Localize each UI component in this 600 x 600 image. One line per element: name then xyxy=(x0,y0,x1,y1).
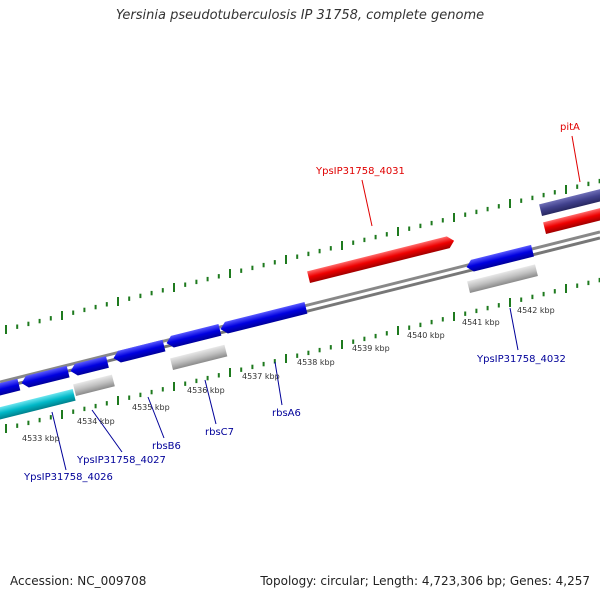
gene-label-ypsip31758-4026[interactable]: YpsIP31758_4026 xyxy=(23,472,113,483)
gc-ticks-lower xyxy=(5,277,600,433)
tick-label-4538: 4538 kbp xyxy=(297,358,335,367)
gene-arrow-rbsa6[interactable] xyxy=(219,302,308,335)
label-leaders xyxy=(51,135,581,471)
gene-arrow-blue-edge[interactable] xyxy=(0,378,21,396)
gene-labels: YpsIP31758_4031 pitA YpsIP31758_4032 rbs… xyxy=(23,122,580,483)
gene-label-rbsc7[interactable]: rbsC7 xyxy=(205,427,234,438)
gene-grey-left[interactable] xyxy=(73,374,115,396)
gene-label-rbsb6[interactable]: rbsB6 xyxy=(152,441,181,452)
gene-arrow-ypsip31758-4026[interactable] xyxy=(20,365,70,389)
gene-arrow-ypsip31758-4032[interactable] xyxy=(465,244,534,273)
gene-arrow-ypsip31758-4027[interactable] xyxy=(69,356,109,377)
map-title: Yersinia pseudotuberculosis IP 31758, co… xyxy=(115,8,485,23)
gene-arrows xyxy=(0,188,600,420)
gene-label-ypsip31758-4032[interactable]: YpsIP31758_4032 xyxy=(476,354,566,365)
tick-label-4535: 4535 kbp xyxy=(132,403,170,412)
tick-label-4539: 4539 kbp xyxy=(352,344,390,353)
scale-labels: 4533 kbp 4534 kbp 4535 kbp 4536 kbp 4537… xyxy=(22,306,555,443)
gene-label-rbsa6[interactable]: rbsA6 xyxy=(272,408,301,419)
gene-cyan-left[interactable] xyxy=(0,388,76,420)
tick-label-4540: 4540 kbp xyxy=(407,331,445,340)
gene-arrow-red-right[interactable] xyxy=(543,207,600,234)
gene-arrow-ypsip31758-4031[interactable] xyxy=(307,235,455,283)
gene-arrow-rbsc7[interactable] xyxy=(165,324,222,349)
tick-label-4541: 4541 kbp xyxy=(462,318,500,327)
gene-label-pita[interactable]: pitA xyxy=(560,122,580,133)
tick-label-4536: 4536 kbp xyxy=(187,386,225,395)
tick-label-4533: 4533 kbp xyxy=(22,434,60,443)
gene-grey-middle[interactable] xyxy=(170,344,228,370)
gene-arrow-pita[interactable] xyxy=(539,188,600,216)
tick-label-4537: 4537 kbp xyxy=(242,372,280,381)
gene-grey-right[interactable] xyxy=(467,264,538,293)
tick-label-4542: 4542 kbp xyxy=(517,306,555,315)
gene-label-ypsip31758-4031[interactable]: YpsIP31758_4031 xyxy=(315,166,405,177)
gene-label-ypsip31758-4027[interactable]: YpsIP31758_4027 xyxy=(76,455,166,466)
gene-arrow-rbsb6[interactable] xyxy=(112,339,166,364)
gc-ticks-upper xyxy=(5,178,600,334)
topology-text: Topology: circular; Length: 4,723,306 bp… xyxy=(260,574,590,588)
accession-text: Accession: NC_009708 xyxy=(10,574,147,588)
tick-label-4534: 4534 kbp xyxy=(77,417,115,426)
